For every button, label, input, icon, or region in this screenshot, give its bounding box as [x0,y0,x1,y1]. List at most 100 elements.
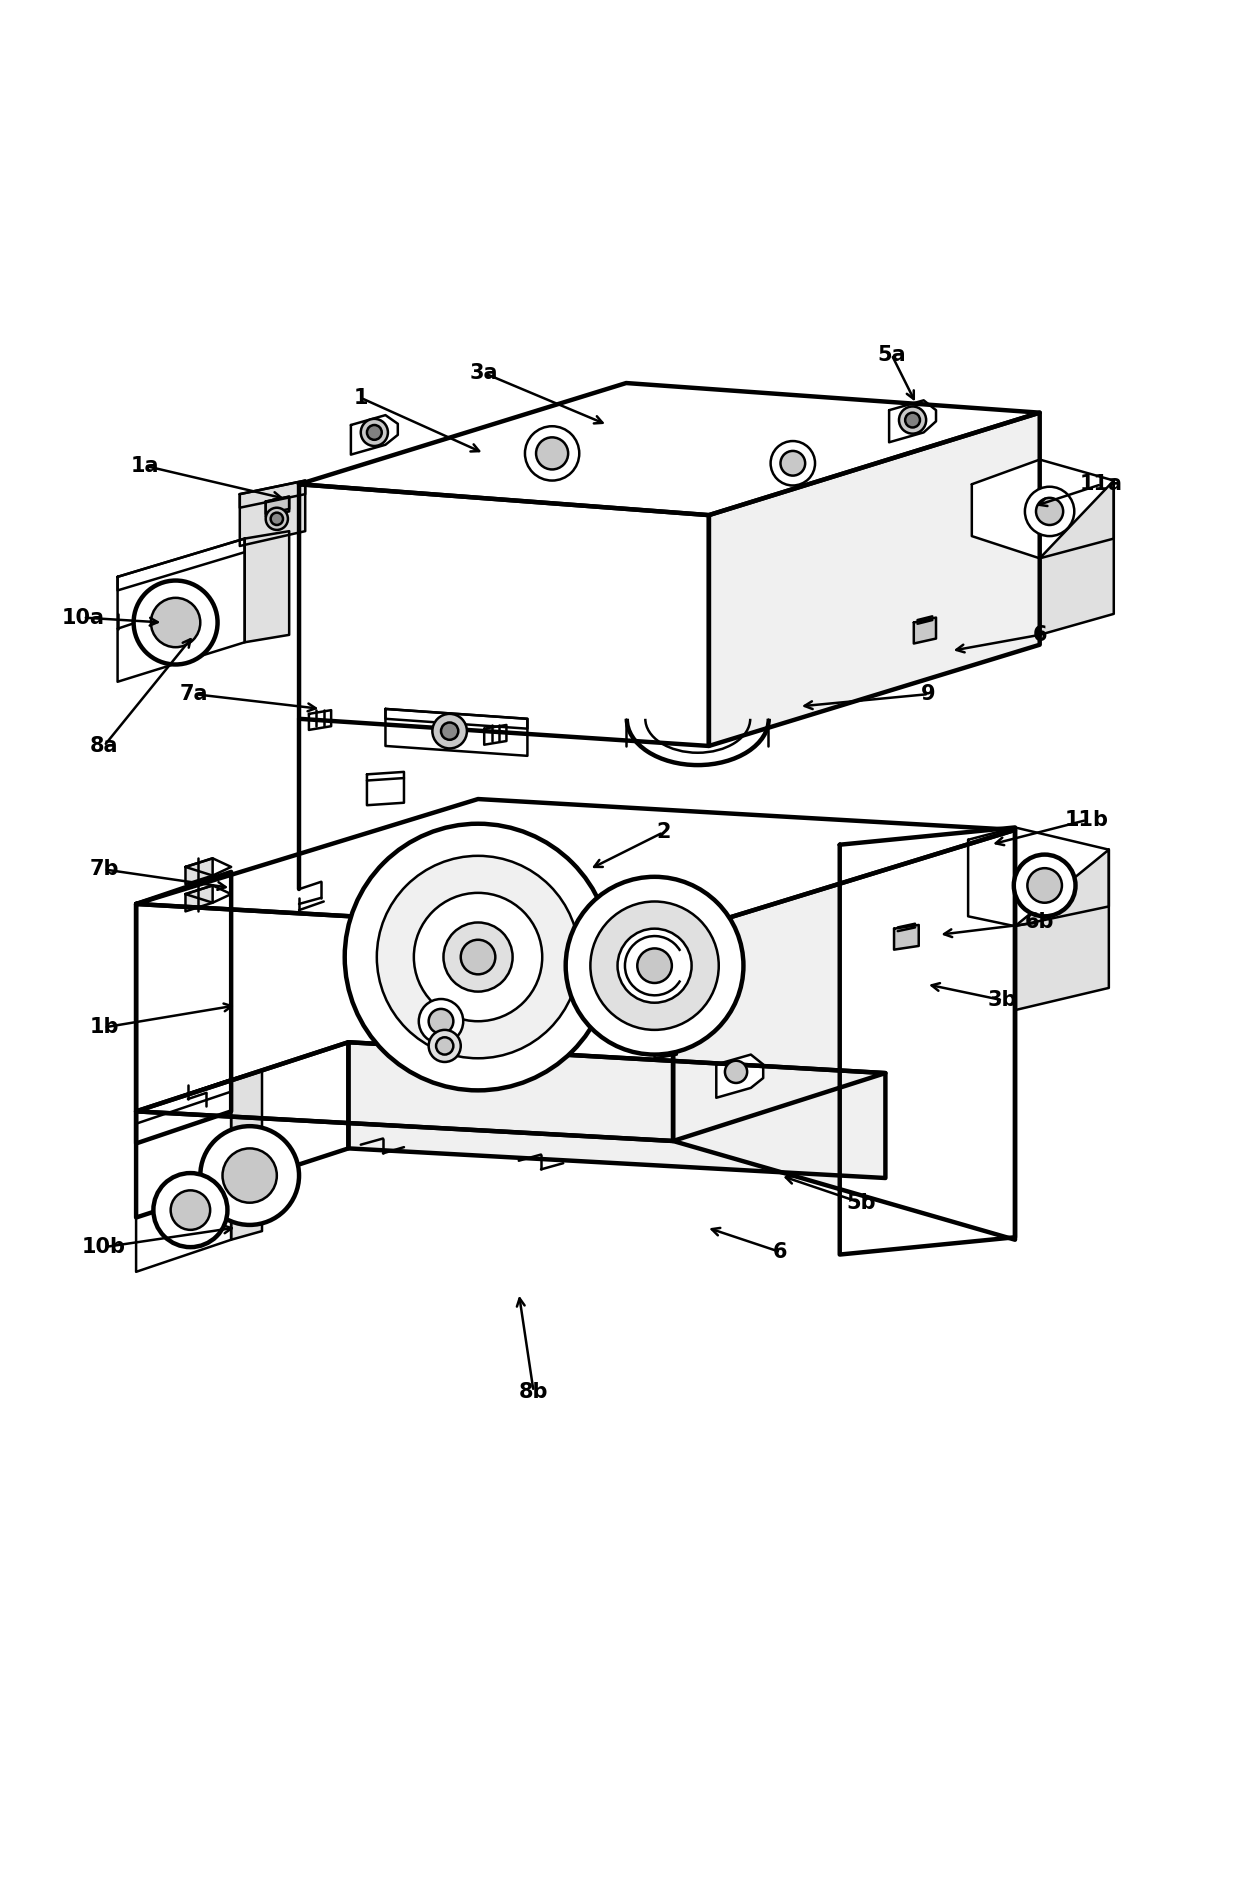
Circle shape [725,1061,748,1082]
Text: 7b: 7b [89,860,119,879]
Circle shape [565,877,744,1054]
Polygon shape [386,710,527,728]
Polygon shape [560,943,610,971]
Text: 1a: 1a [130,455,159,476]
Text: 10a: 10a [62,608,104,627]
Polygon shape [299,484,709,745]
Text: 10b: 10b [82,1236,126,1257]
Polygon shape [894,924,919,950]
Circle shape [171,1189,210,1229]
Circle shape [419,999,464,1043]
Polygon shape [490,826,533,883]
Polygon shape [490,1031,533,1088]
Circle shape [444,922,512,992]
Circle shape [436,1037,454,1054]
Text: 6: 6 [1033,625,1047,646]
Polygon shape [239,480,305,546]
Text: 11b: 11b [1065,809,1109,830]
Circle shape [1025,487,1074,536]
Text: 1: 1 [353,388,368,408]
Polygon shape [889,401,936,442]
Polygon shape [118,538,244,681]
Circle shape [461,939,495,975]
Polygon shape [136,1078,231,1272]
Circle shape [414,892,542,1022]
Polygon shape [709,412,1039,745]
Circle shape [377,856,579,1058]
Polygon shape [1039,480,1114,634]
Circle shape [433,713,467,749]
Polygon shape [839,828,1016,1255]
Circle shape [270,512,283,525]
Polygon shape [244,531,289,642]
Text: 8b: 8b [518,1381,548,1402]
Circle shape [429,1009,454,1033]
Polygon shape [484,725,506,745]
Circle shape [899,407,926,433]
Text: 9: 9 [921,685,936,704]
Text: 6b: 6b [1025,913,1054,932]
Circle shape [905,412,920,427]
Polygon shape [717,1054,763,1097]
Text: 6: 6 [774,1242,787,1263]
Circle shape [367,425,382,440]
Polygon shape [118,538,244,591]
Text: 7a: 7a [180,685,208,704]
Polygon shape [136,1078,231,1124]
Circle shape [429,1029,461,1061]
Text: 5b: 5b [846,1193,875,1212]
Text: 2: 2 [656,822,671,843]
Polygon shape [362,994,420,1046]
Polygon shape [136,1043,348,1218]
Polygon shape [401,913,423,945]
Circle shape [345,824,611,1090]
Polygon shape [351,416,398,455]
Circle shape [134,580,217,664]
Polygon shape [348,1043,885,1178]
Polygon shape [299,384,1039,516]
Circle shape [536,437,568,469]
Circle shape [361,420,388,446]
Circle shape [590,901,719,1029]
Circle shape [525,425,579,480]
Polygon shape [972,459,1114,559]
Circle shape [637,949,672,982]
Polygon shape [239,480,305,508]
Polygon shape [265,497,289,514]
Circle shape [618,928,692,1003]
Polygon shape [639,928,661,960]
Circle shape [151,598,201,647]
Text: 5a: 5a [877,344,906,365]
Polygon shape [186,858,231,875]
Circle shape [770,440,815,486]
Polygon shape [136,903,673,1140]
Polygon shape [186,858,212,885]
Circle shape [1028,868,1061,903]
Polygon shape [914,617,936,644]
Polygon shape [136,871,231,1144]
Circle shape [780,452,805,476]
Polygon shape [186,885,212,911]
Circle shape [222,1148,277,1203]
Text: 3b: 3b [988,990,1018,1011]
Polygon shape [265,497,289,516]
Polygon shape [362,868,420,920]
Polygon shape [309,710,331,730]
Polygon shape [673,830,1016,1240]
Text: 11a: 11a [1080,474,1123,495]
Polygon shape [367,772,404,805]
Text: 3a: 3a [470,363,498,384]
Polygon shape [136,800,1016,935]
Polygon shape [1016,849,1109,1011]
Polygon shape [655,1033,677,1058]
Text: 8a: 8a [89,736,118,757]
Polygon shape [186,885,231,903]
Polygon shape [386,710,527,757]
Polygon shape [466,999,539,1022]
Polygon shape [231,1071,262,1240]
Circle shape [265,508,288,531]
Circle shape [154,1172,227,1248]
Polygon shape [968,828,1109,926]
Circle shape [1014,854,1075,917]
Text: 1b: 1b [89,1018,119,1037]
